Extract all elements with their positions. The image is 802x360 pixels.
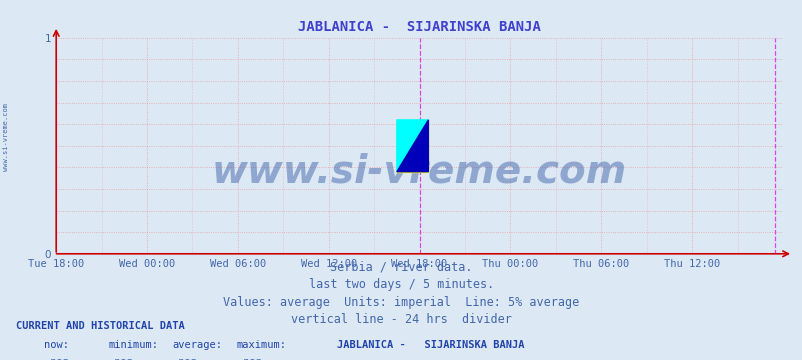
Text: Values: average  Units: imperial  Line: 5% average: Values: average Units: imperial Line: 5%…: [223, 296, 579, 309]
Polygon shape: [396, 120, 427, 172]
Text: www.si-vreme.com: www.si-vreme.com: [2, 103, 9, 171]
Text: maximum:: maximum:: [237, 340, 286, 350]
Text: CURRENT AND HISTORICAL DATA: CURRENT AND HISTORICAL DATA: [16, 321, 184, 332]
Polygon shape: [396, 120, 427, 172]
Text: minimum:: minimum:: [108, 340, 158, 350]
Text: -nan: -nan: [172, 357, 197, 360]
Text: last two days / 5 minutes.: last two days / 5 minutes.: [309, 278, 493, 291]
Text: average:: average:: [172, 340, 222, 350]
Text: JABLANICA -   SIJARINSKA BANJA: JABLANICA - SIJARINSKA BANJA: [337, 340, 524, 350]
Text: now:: now:: [44, 340, 69, 350]
Text: vertical line - 24 hrs  divider: vertical line - 24 hrs divider: [290, 313, 512, 326]
Text: -nan: -nan: [237, 357, 261, 360]
Bar: [396, 120, 427, 172]
Text: -nan: -nan: [44, 357, 69, 360]
Text: -nan: -nan: [108, 357, 133, 360]
Text: Serbia / river data.: Serbia / river data.: [330, 261, 472, 274]
Title: JABLANICA -  SIJARINSKA BANJA: JABLANICA - SIJARINSKA BANJA: [298, 20, 541, 34]
Text: www.si-vreme.com: www.si-vreme.com: [212, 153, 626, 191]
